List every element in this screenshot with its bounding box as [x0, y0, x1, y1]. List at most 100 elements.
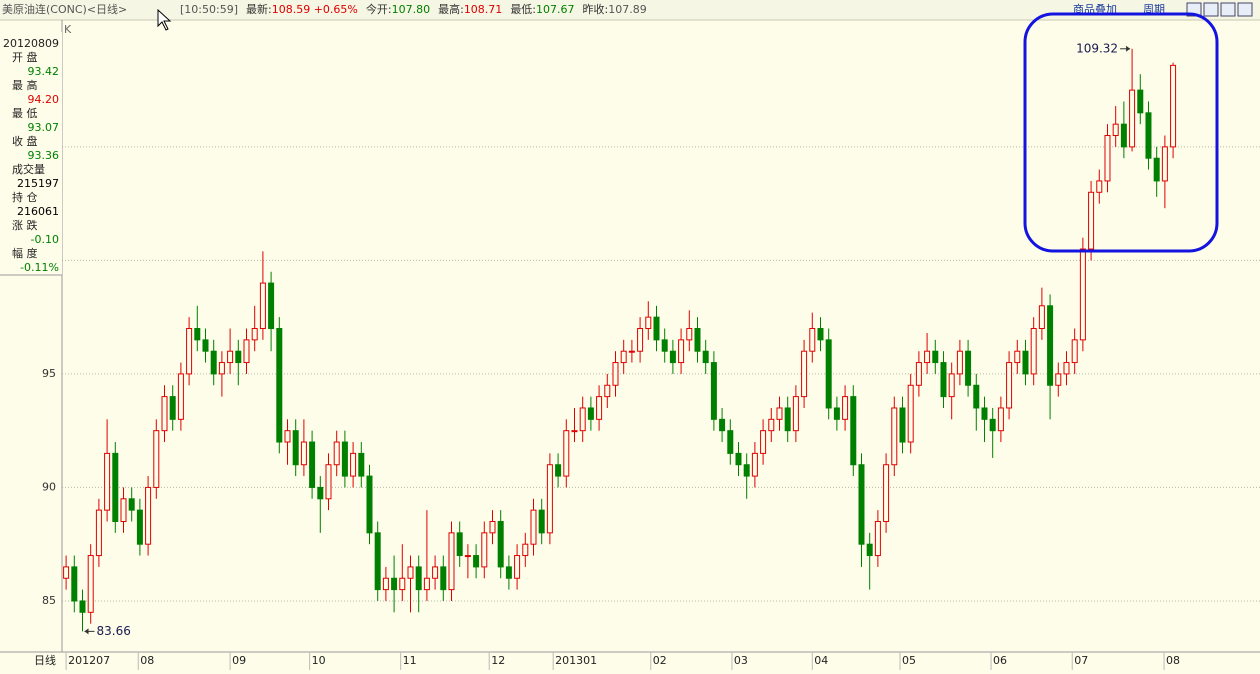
candle-body — [514, 555, 521, 579]
candle-body — [866, 543, 873, 557]
candle-body — [432, 566, 439, 579]
candle-body — [1079, 248, 1086, 341]
info-label: 收 盘 — [12, 134, 38, 148]
candle-body — [801, 350, 808, 398]
candle-body — [579, 407, 586, 432]
candle-body — [940, 362, 947, 398]
candle-body — [71, 566, 78, 602]
quote-value: 107.89 — [608, 3, 647, 16]
candle-body — [145, 486, 152, 545]
candle-body — [440, 566, 447, 591]
candle-body — [243, 339, 250, 364]
candle-body — [530, 509, 537, 545]
candle-body — [136, 509, 143, 545]
quote-label: 今开: — [366, 2, 392, 16]
candle-body — [227, 350, 234, 364]
candle-body — [710, 362, 717, 420]
candle-body — [464, 555, 471, 558]
candle-body — [743, 464, 750, 477]
candle-body — [1014, 350, 1021, 364]
candle-body — [210, 350, 217, 375]
info-label: 开 盘 — [12, 50, 38, 64]
candle-body — [874, 520, 881, 557]
time: [10:50:59] — [180, 3, 238, 16]
quote-label: 昨收: — [583, 2, 609, 16]
candle-body — [891, 407, 898, 466]
candle-body — [760, 430, 767, 454]
quote-label: 最低: — [510, 3, 536, 16]
highlight-box — [1023, 12, 1219, 253]
candle-body — [538, 509, 545, 534]
candle-body — [661, 339, 668, 352]
zoom-in-button[interactable] — [1220, 2, 1236, 17]
annotation-arrowhead — [1126, 45, 1131, 52]
x-tick-label: 04 — [814, 654, 828, 667]
candle-body — [645, 316, 652, 330]
x-tick-label: 03 — [734, 654, 748, 667]
y-tick-label: 95 — [42, 367, 56, 380]
candle-body — [1145, 112, 1152, 159]
quote-value: 108.71 — [464, 3, 503, 16]
candle-body — [792, 396, 799, 432]
candle-body — [1038, 305, 1045, 330]
info-label: 幅 度 — [12, 246, 38, 260]
quote-label: 最新: — [246, 2, 272, 16]
candle-body — [546, 464, 553, 534]
x-tick-label: 06 — [993, 654, 1007, 667]
candle-body — [497, 520, 504, 568]
candle-body — [505, 566, 512, 579]
info-panel — [0, 32, 62, 275]
y-tick-label: 85 — [42, 594, 56, 607]
candle-body — [883, 464, 890, 522]
candle-body — [1022, 350, 1029, 375]
candle-body — [719, 418, 726, 432]
candle-body — [833, 407, 840, 420]
x-tick-label: 05 — [902, 654, 916, 667]
info-value: 215197 — [17, 177, 59, 190]
candle-body — [1088, 191, 1095, 250]
candle-body — [128, 498, 135, 511]
candle-body — [63, 566, 70, 579]
candle-body — [161, 396, 168, 432]
info-value: -0.10 — [31, 233, 59, 246]
candle-body — [317, 486, 324, 500]
candle-body — [1096, 180, 1103, 193]
candle-body — [522, 543, 529, 557]
candle-body — [407, 566, 414, 579]
info-value: 93.07 — [28, 121, 60, 134]
candle-body — [702, 350, 709, 364]
info-label: 最 低 — [12, 107, 38, 120]
candle-body — [850, 396, 857, 466]
zoom-out-button[interactable] — [1237, 2, 1253, 17]
candle-body — [309, 441, 316, 488]
plot: 859095100105 — [35, 48, 1260, 632]
info-value: 216061 — [17, 205, 59, 218]
candle-body — [817, 328, 824, 341]
candle-body — [1120, 123, 1127, 148]
candle-body — [678, 339, 685, 364]
candle-body — [358, 452, 365, 477]
annotation-label: 109.32 — [1076, 41, 1118, 55]
candle-body — [169, 396, 176, 420]
quote-label: 最高: — [438, 2, 464, 16]
info-value: 93.36 — [28, 149, 60, 162]
info-items: 开 盘93.42最 高94.20最 低93.07收 盘93.36成交量21519… — [12, 50, 59, 274]
candle-body — [1071, 339, 1078, 364]
candle-body — [612, 362, 619, 386]
x-tick-label: 201207 — [68, 654, 110, 667]
candle-body — [79, 600, 86, 613]
candle-body — [473, 555, 480, 568]
candle-body — [596, 396, 603, 420]
info-value: 94.20 — [28, 93, 60, 106]
quote-value: 107.67 — [536, 3, 575, 16]
candle-body — [981, 407, 988, 420]
candle-body — [177, 373, 184, 420]
candle-body — [932, 350, 939, 364]
candle-body — [1170, 64, 1177, 148]
x-tick-label: 12 — [491, 654, 505, 667]
candle-body — [956, 350, 963, 375]
candle-body — [120, 498, 127, 522]
candle-body — [727, 430, 734, 454]
scroll-right-button[interactable] — [1203, 2, 1219, 17]
candle-body — [481, 532, 488, 568]
